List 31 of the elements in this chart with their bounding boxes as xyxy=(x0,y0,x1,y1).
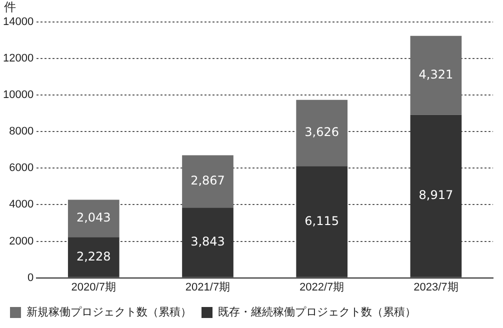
legend-label: 新規稼働プロジェクト数（累積） xyxy=(26,306,192,319)
x-tick-label: 2022/7期 xyxy=(300,281,344,294)
bar xyxy=(68,200,120,238)
data-label: 8,917 xyxy=(418,188,454,202)
bar xyxy=(296,100,348,166)
y-tick-label: 12000 xyxy=(2,52,34,65)
y-tick-label: 10000 xyxy=(2,89,34,102)
y-tick-label: 8000 xyxy=(9,126,34,138)
y-tick-label: 6000 xyxy=(9,162,34,174)
y-tick-label: 0 xyxy=(27,272,34,284)
data-label: 3,626 xyxy=(304,125,340,140)
bar xyxy=(182,155,234,208)
y-tick-label: 2000 xyxy=(9,235,34,248)
bar xyxy=(182,208,234,278)
bar xyxy=(296,166,348,278)
data-label: 6,115 xyxy=(304,214,340,228)
y-tick-label: 14000 xyxy=(2,16,34,28)
data-label: 4,321 xyxy=(418,68,454,82)
bar xyxy=(410,36,462,115)
legend-label: 既存・継続稼働プロジェクト数（累積） xyxy=(218,306,416,319)
x-tick-label: 2020/7期 xyxy=(71,281,116,294)
data-label: 3,843 xyxy=(190,234,225,249)
x-tick-label: 2021/7期 xyxy=(185,281,230,294)
data-label: 2,043 xyxy=(76,210,111,225)
bar xyxy=(68,237,120,278)
data-label: 2,228 xyxy=(76,249,111,264)
x-tick-label: 2023/7期 xyxy=(414,281,458,294)
y-axis-title: 件 xyxy=(4,0,16,14)
bar xyxy=(410,114,462,278)
data-label: 2,867 xyxy=(190,174,225,188)
y-tick-label: 4000 xyxy=(9,198,34,211)
